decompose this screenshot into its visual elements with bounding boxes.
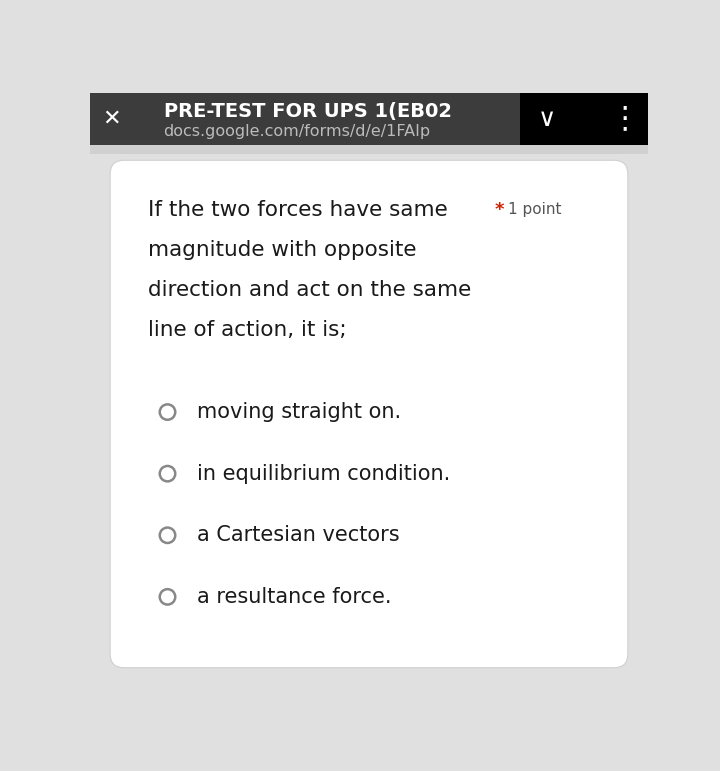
Text: magnitude with opposite: magnitude with opposite — [148, 240, 417, 260]
Text: ✕: ✕ — [102, 109, 121, 129]
Text: ∨: ∨ — [538, 106, 557, 131]
Text: If the two forces have same: If the two forces have same — [148, 200, 448, 220]
Circle shape — [160, 527, 175, 543]
Bar — [90, 145, 648, 154]
Text: a Cartesian vectors: a Cartesian vectors — [197, 525, 400, 545]
Text: *: * — [495, 200, 504, 218]
Text: 1 point: 1 point — [508, 202, 562, 217]
Text: a resultance force.: a resultance force. — [197, 587, 392, 607]
Bar — [90, 93, 648, 145]
Circle shape — [160, 589, 175, 604]
Bar — [520, 93, 648, 145]
Circle shape — [160, 466, 175, 481]
Text: moving straight on.: moving straight on. — [197, 402, 401, 422]
Circle shape — [160, 404, 175, 419]
Text: docs.google.com/forms/d/e/1FAIp: docs.google.com/forms/d/e/1FAIp — [163, 123, 431, 139]
FancyBboxPatch shape — [110, 160, 628, 668]
Text: PRE-TEST FOR UPS 1(EB02: PRE-TEST FOR UPS 1(EB02 — [163, 102, 451, 120]
Text: in equilibrium condition.: in equilibrium condition. — [197, 463, 450, 483]
Text: line of action, it is;: line of action, it is; — [148, 320, 347, 340]
Text: ⋮: ⋮ — [610, 104, 640, 133]
Text: direction and act on the same: direction and act on the same — [148, 280, 472, 300]
